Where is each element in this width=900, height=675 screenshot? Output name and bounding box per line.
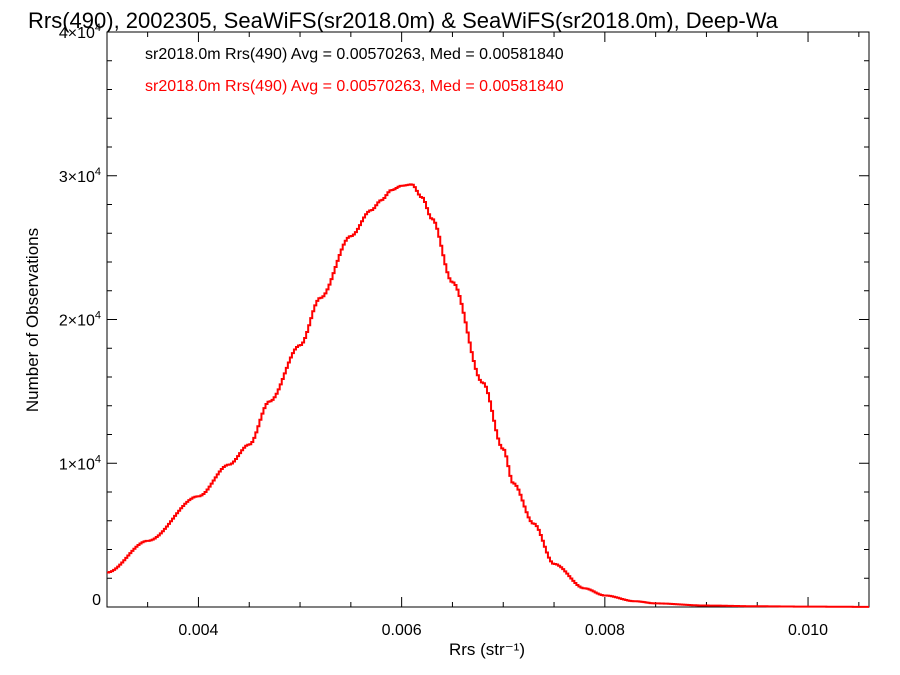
y-tick-label: 3×104	[59, 166, 101, 186]
legend-entry-red: sr2018.0m Rrs(490) Avg = 0.00570263, Med…	[145, 78, 564, 95]
x-tick-label: 0.008	[585, 622, 625, 639]
x-tick-label: 0.010	[788, 622, 828, 639]
x-axis-label: Rrs (str⁻¹)	[449, 640, 525, 659]
chart-title: Rrs(490), 2002305, SeaWiFS(sr2018.0m) & …	[28, 8, 779, 33]
legend-entry-black: sr2018.0m Rrs(490) Avg = 0.00570263, Med…	[145, 46, 564, 63]
x-tick-label: 0.006	[382, 622, 422, 639]
y-tick-label: 0	[92, 592, 101, 609]
y-tick-label: 1×104	[59, 453, 101, 473]
series-0-histogram-line	[107, 183, 869, 608]
x-tick-label: 0.004	[178, 622, 218, 639]
y-axis-label: Number of Observations	[23, 228, 42, 412]
y-tick-label: 2×104	[59, 310, 101, 330]
plot-frame	[106, 31, 870, 608]
y-tick-label: 4×104	[59, 22, 101, 42]
